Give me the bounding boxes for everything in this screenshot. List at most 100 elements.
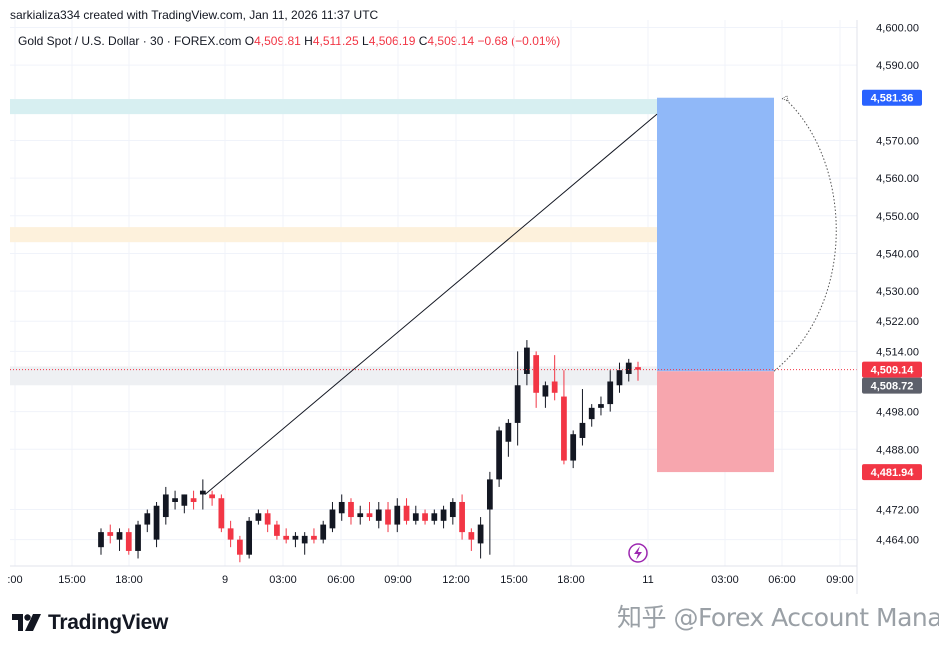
- candle-body: [107, 532, 114, 536]
- candle-body: [496, 430, 502, 480]
- candle-body: [357, 513, 364, 518]
- candle-body: [264, 513, 271, 525]
- candle-body: [181, 494, 188, 506]
- watermark: 知乎 @Forex Account Manager: [617, 603, 939, 632]
- current-price-tag: 4,509.14: [871, 365, 915, 377]
- tradingview-logo[interactable]: TradingView: [12, 611, 168, 635]
- candle-body: [385, 509, 391, 525]
- candle-body: [153, 505, 160, 540]
- candle-body: [237, 539, 243, 555]
- time-tick-label: 09:00: [384, 574, 412, 586]
- symbol-legend: Gold Spot / U.S. Dollar · 30 · FOREX.com…: [18, 34, 560, 48]
- candle-body: [514, 385, 521, 423]
- entry-price-tag-bg: [862, 377, 922, 394]
- entry-price-tag: 4,508.72: [871, 381, 914, 393]
- price-tick-label: 4,488.00: [876, 444, 919, 456]
- candle-body: [292, 535, 299, 540]
- candle-body: [190, 498, 197, 502]
- time-tick-label: 15:00: [500, 574, 528, 586]
- candle-body: [570, 434, 577, 461]
- zone-band: [10, 227, 657, 243]
- zone-band: [10, 99, 657, 115]
- open-label: O: [244, 34, 255, 48]
- time-tick-label: 18:00: [115, 574, 143, 586]
- trend-line: [204, 113, 658, 495]
- time-tick-label: 06:00: [768, 574, 796, 586]
- symbol-name: Gold Spot / U.S. Dollar · 30 · FOREX.com: [18, 34, 242, 48]
- low-value: 4,506.19: [368, 34, 416, 48]
- candle-body: [348, 501, 354, 518]
- candle-body: [366, 513, 373, 518]
- candle-body: [431, 513, 438, 521]
- zone-band: [10, 366, 657, 386]
- close-value: 4,509.14: [427, 34, 475, 48]
- close-label: C: [418, 34, 428, 48]
- time-tick-label: 03:00: [269, 574, 297, 586]
- zone-bands: [10, 99, 657, 386]
- tradingview-logo-text: TradingView: [48, 611, 169, 634]
- candle-body: [588, 407, 595, 420]
- stop-price-tag-bg: [862, 464, 922, 481]
- chart-credit: sarkializa334 created with TradingView.c…: [10, 8, 379, 22]
- candle-body: [403, 505, 410, 521]
- candle-body: [449, 501, 456, 518]
- target-price-tag-bg: [862, 89, 922, 106]
- tradingview-logo-icon: [12, 614, 41, 631]
- long-position-tool[interactable]: [657, 97, 774, 473]
- time-tick-label: 9: [222, 574, 228, 586]
- candle-body: [320, 524, 327, 540]
- price-tick-label: 4,560.00: [876, 173, 919, 185]
- candle-body: [135, 524, 141, 551]
- candle-body: [477, 524, 484, 544]
- time-tick-label: 11: [642, 574, 653, 586]
- candle-body: [144, 513, 151, 525]
- candle-body: [486, 479, 493, 510]
- stop-zone: [657, 371, 774, 473]
- candle-body: [524, 347, 530, 374]
- candle-body: [199, 490, 206, 495]
- candle-body: [598, 404, 604, 408]
- axes: 4,464.00 4,472.00 4,488.00 4,498.00 4,514.00…: [7, 20, 919, 594]
- candle-body: [283, 535, 290, 540]
- candle-body: [338, 501, 345, 514]
- candles: [98, 340, 641, 563]
- candle-body: [422, 513, 428, 521]
- change-value: −0.68 (−0.01%): [477, 34, 561, 48]
- candle-body: [218, 498, 225, 529]
- time-tick-label: 06:00: [327, 574, 355, 586]
- price-tick-label: 4,550.00: [876, 211, 919, 223]
- high-label: H: [304, 34, 313, 48]
- price-tick-label: 4,498.00: [876, 407, 919, 419]
- candle-body: [394, 505, 401, 525]
- candle-body: [607, 381, 614, 405]
- candle-body: [274, 524, 280, 536]
- current-price-tag-bg: [862, 361, 922, 378]
- candle-body: [329, 509, 336, 529]
- projection-curve: [773, 99, 837, 372]
- drawings[interactable]: [10, 95, 857, 563]
- stop-price-tag: 4,481.94: [871, 467, 915, 479]
- candle-body: [625, 362, 632, 374]
- price-tags: 4,581.36 4,509.14 4,481.94 4,508.72: [862, 89, 922, 481]
- candle-body: [162, 494, 169, 518]
- candle-body: [440, 509, 447, 521]
- price-tick-label: 4,522.00: [876, 316, 919, 328]
- candle-body: [468, 532, 475, 540]
- price-tick-label: 4,540.00: [876, 248, 919, 260]
- high-value: 4,511.25: [312, 34, 359, 48]
- candle-body: [209, 494, 215, 499]
- price-tick-label: 4,570.00: [876, 135, 919, 147]
- time-tick-label: 15:00: [58, 574, 86, 586]
- candle-body: [616, 370, 623, 386]
- candle-body: [116, 532, 123, 540]
- candle-body: [459, 501, 465, 533]
- candle-body: [172, 498, 178, 502]
- target-zone: [657, 97, 774, 372]
- candle-body: [98, 532, 104, 548]
- time-tick-label: :00: [7, 574, 22, 586]
- candle-body: [255, 513, 262, 521]
- time-tick-label: 03:00: [711, 574, 739, 586]
- price-tick-label: 4,464.00: [876, 535, 919, 547]
- low-label: L: [362, 34, 369, 48]
